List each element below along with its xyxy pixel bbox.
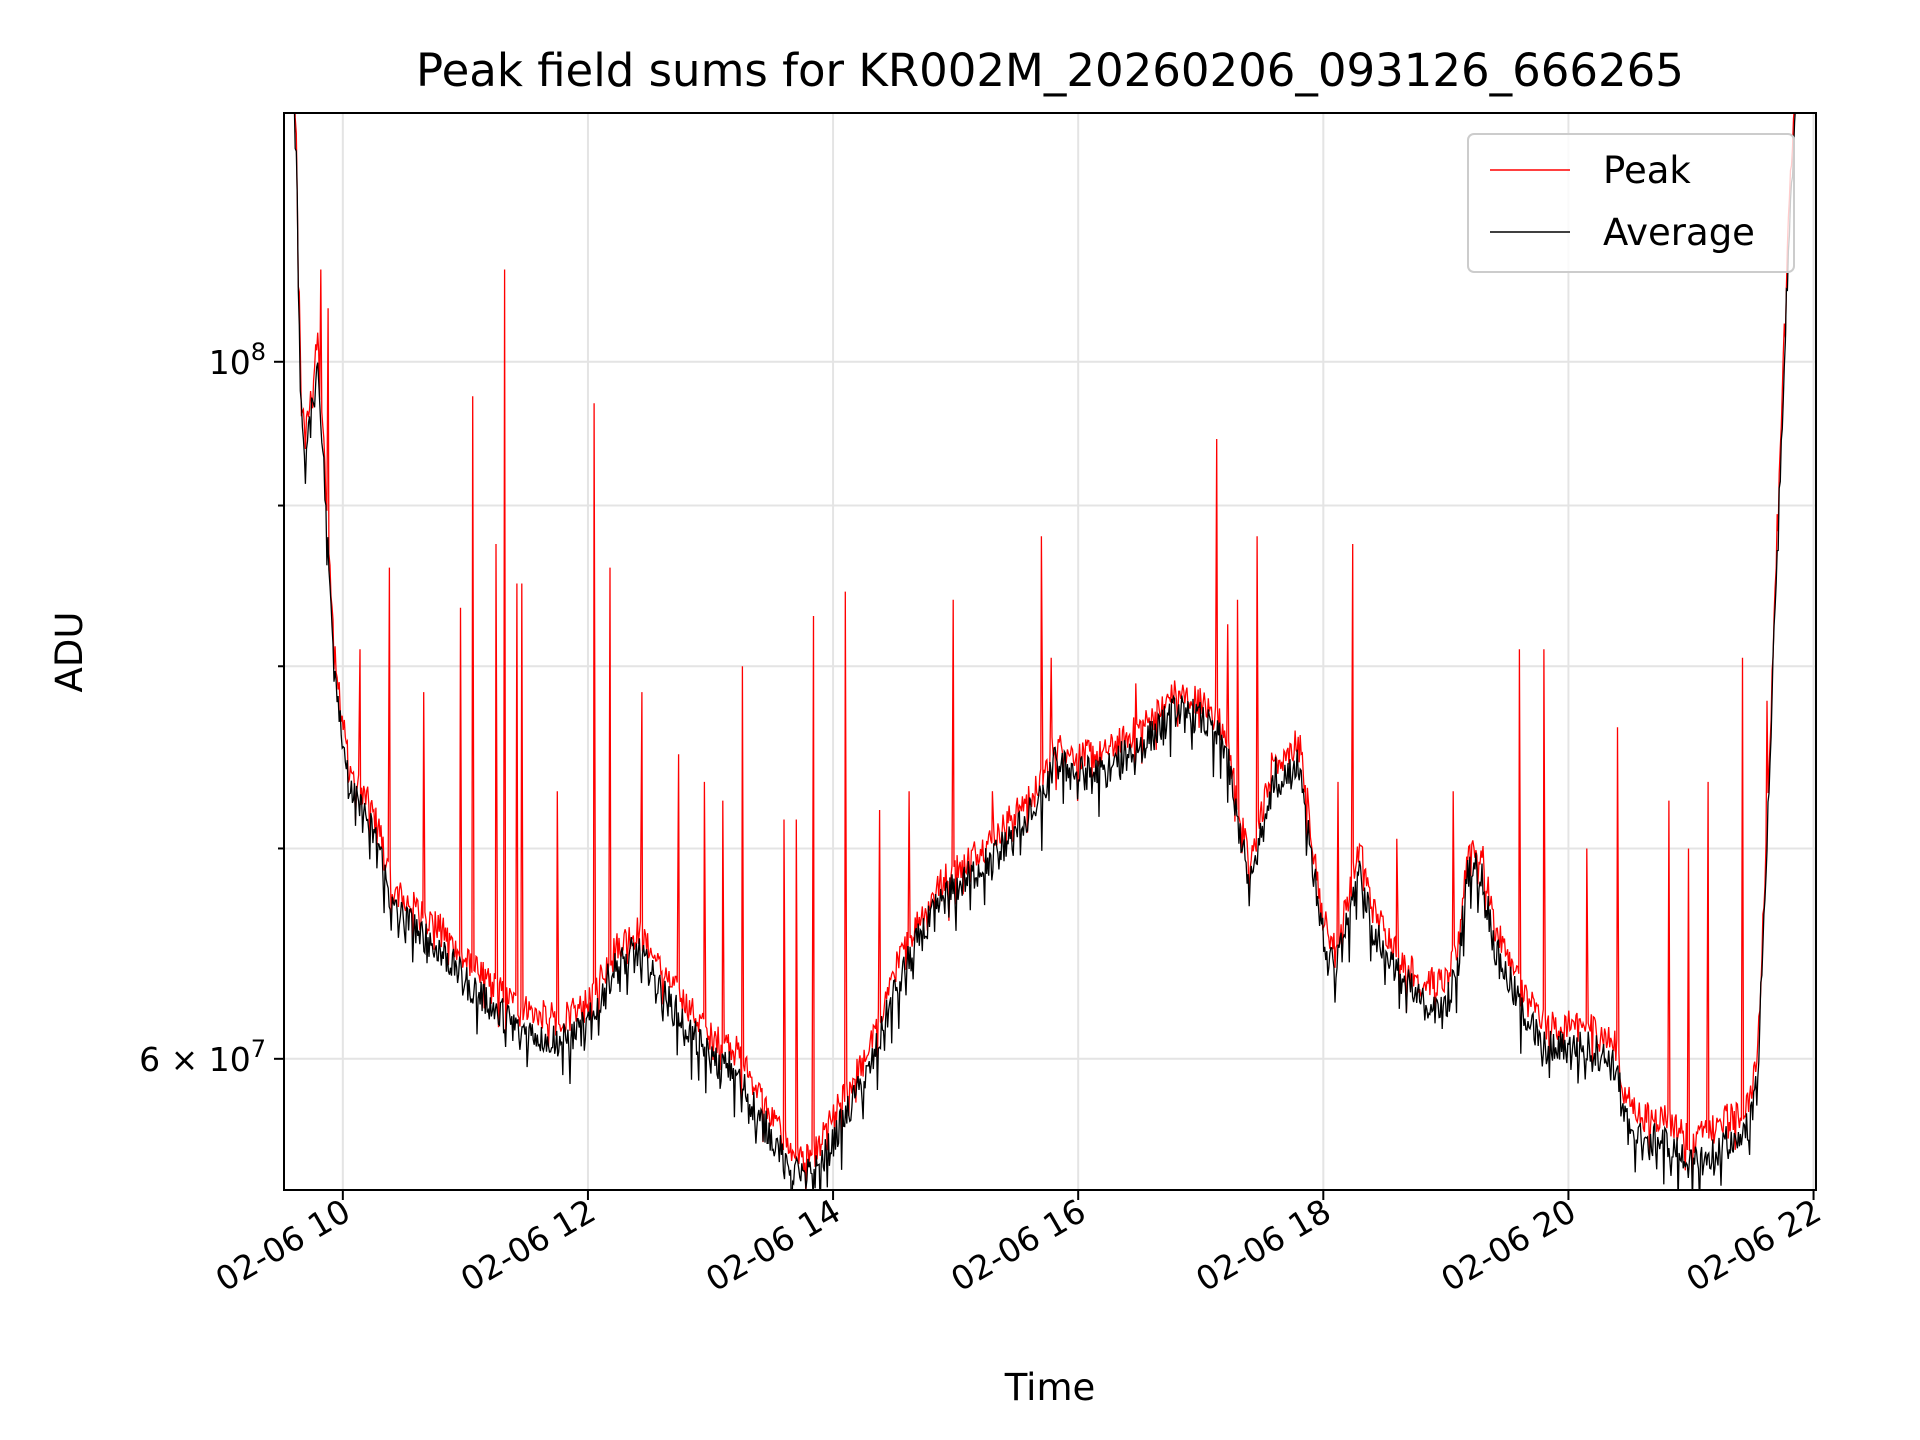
series-line-peak xyxy=(294,113,1795,1190)
x-axis-label: Time xyxy=(1004,1366,1096,1409)
chart-title: Peak field sums for KR002M_20260206_0931… xyxy=(416,44,1684,97)
y-axis-label: ADU xyxy=(48,612,91,693)
plot-frame xyxy=(283,112,1817,1191)
series-group xyxy=(293,113,1796,1190)
grid xyxy=(284,113,1816,1190)
legend-frame xyxy=(1467,133,1795,273)
y-tick-label: 108 xyxy=(209,338,266,382)
plot-area xyxy=(293,113,1796,1190)
y-tick-label: 6 × 107 xyxy=(139,1035,266,1079)
legend-peak-label: Peak xyxy=(1603,149,1691,192)
series-line-average xyxy=(293,113,1796,1190)
y-axis: 108 6 × 107 xyxy=(139,338,284,1079)
legend-average-label: Average xyxy=(1603,211,1755,254)
legend: Peak Average xyxy=(1467,133,1795,273)
